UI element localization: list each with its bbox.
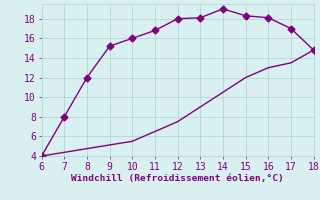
X-axis label: Windchill (Refroidissement éolien,°C): Windchill (Refroidissement éolien,°C) [71,174,284,183]
